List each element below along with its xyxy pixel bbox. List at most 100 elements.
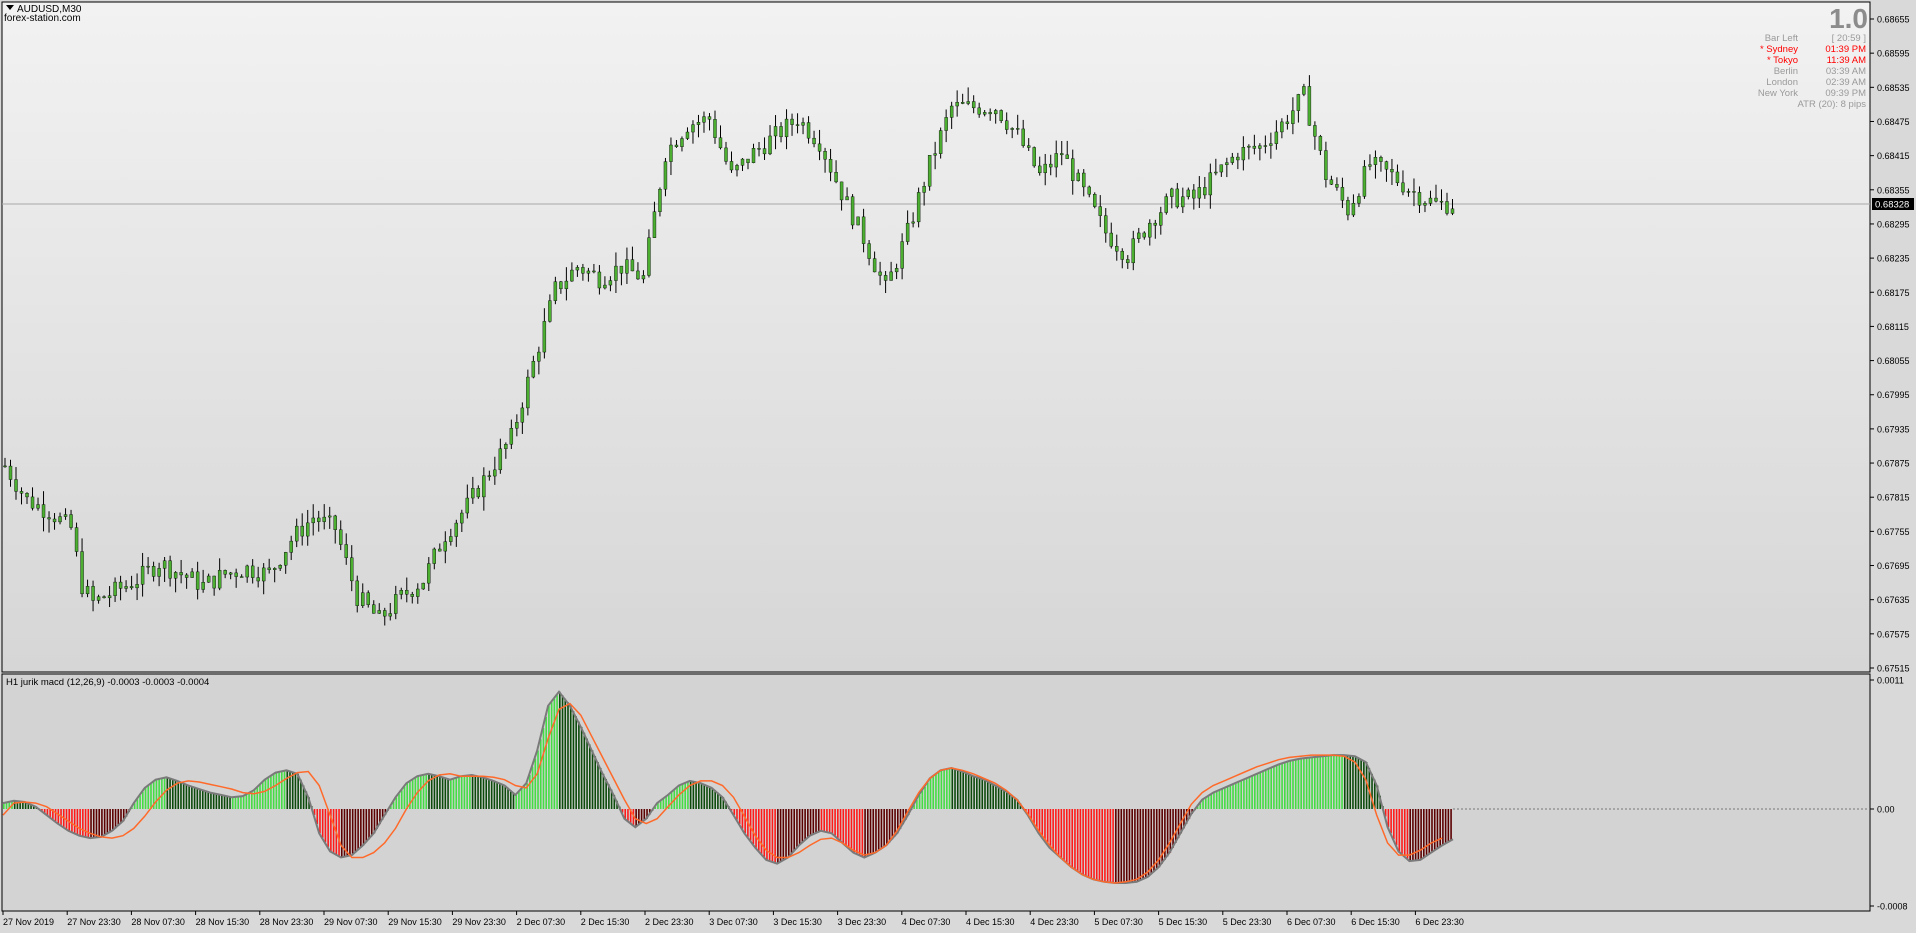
candle-body — [993, 110, 998, 115]
info-row-label: * Sydney — [1759, 44, 1798, 55]
macd-bar — [902, 809, 905, 825]
macd-bar — [1363, 760, 1365, 809]
macd-bar — [1147, 809, 1150, 877]
macd-bar — [1123, 809, 1125, 883]
macd-bar — [1109, 809, 1112, 883]
macd-bar — [1373, 779, 1376, 809]
macd-bar — [820, 809, 823, 831]
candle-body — [162, 560, 167, 569]
macd-bar — [839, 809, 842, 841]
candle-body — [317, 517, 321, 522]
macd-bar — [610, 789, 613, 809]
candle-body — [328, 515, 332, 518]
candle-body — [1126, 259, 1130, 264]
macd-bar — [583, 732, 586, 809]
candle-body — [801, 122, 805, 126]
macd-bar — [490, 779, 493, 809]
macd-bar — [158, 779, 160, 809]
candle-body — [1324, 150, 1328, 180]
candle-body — [746, 158, 750, 163]
macd-bar — [1112, 809, 1114, 883]
macd-bar — [349, 809, 351, 856]
candle-body — [96, 596, 101, 601]
macd-bar — [845, 809, 847, 846]
macd-bar — [798, 809, 801, 846]
time-tick-label: 29 Nov 23:30 — [452, 917, 506, 927]
candle-body — [1357, 196, 1361, 204]
time-tick-label: 28 Nov 15:30 — [196, 917, 250, 927]
macd-bar — [730, 809, 733, 811]
macd-bar — [433, 774, 436, 809]
macd-bar — [635, 809, 637, 828]
candle-body — [1175, 188, 1180, 208]
candle-body — [768, 135, 772, 155]
time-tick-label: 2 Dec 07:30 — [517, 917, 566, 927]
macd-bar — [548, 705, 550, 809]
macd-bar — [954, 768, 956, 809]
macd-bar — [1256, 773, 1259, 809]
candle-body — [339, 529, 343, 545]
macd-bar — [842, 809, 845, 843]
candle-body — [432, 548, 436, 564]
macd-bar — [390, 806, 392, 809]
macd-bar — [916, 799, 918, 809]
candle-body — [922, 186, 926, 193]
dropdown-triangle-icon[interactable] — [6, 5, 14, 10]
macd-bar — [479, 776, 482, 809]
macd-bar — [539, 739, 542, 809]
macd-bar — [1409, 809, 1411, 862]
candle-body — [1302, 86, 1306, 95]
macd-bar — [1177, 809, 1180, 839]
macd-bar — [316, 809, 319, 825]
symbol-title[interactable]: AUDUSD,M30 — [6, 4, 81, 15]
macd-bar — [831, 809, 834, 834]
macd-bar — [725, 801, 727, 809]
macd-bar — [460, 776, 463, 809]
macd-bar — [133, 803, 136, 809]
macd-bar — [834, 809, 836, 836]
macd-bar — [1433, 809, 1436, 851]
macd-bar — [504, 785, 507, 809]
macd-bar — [120, 809, 122, 824]
candle-body — [1291, 110, 1295, 124]
time-tick-label: 27 Nov 23:30 — [67, 917, 121, 927]
macd-bar — [940, 770, 943, 809]
candle-body — [1373, 157, 1378, 165]
macd-bar — [1300, 758, 1302, 809]
candle-body — [261, 567, 266, 582]
site-watermark: forex-station.com — [4, 13, 81, 24]
macd-bar — [777, 809, 779, 864]
macd-bar — [376, 809, 379, 829]
candle-body — [1120, 250, 1124, 260]
macd-bar — [1423, 809, 1425, 859]
candle-body — [1076, 172, 1080, 181]
macd-bar — [499, 783, 501, 809]
macd-bar — [815, 809, 817, 834]
macd-bar — [1136, 809, 1139, 882]
macd-bar — [30, 804, 32, 809]
macd-bar — [392, 801, 395, 809]
macd-bar — [422, 774, 425, 809]
candle-body — [421, 582, 425, 590]
atr-readout: ATR (20): 8 pips — [1797, 99, 1866, 110]
macd-bar — [1196, 806, 1199, 809]
macd-bar — [711, 787, 714, 809]
macd-bar — [1014, 797, 1016, 809]
macd-bar — [698, 782, 700, 809]
macd-bar — [632, 809, 635, 826]
macd-bar — [837, 809, 839, 839]
price-tick-label: 0.68655 — [1877, 15, 1910, 25]
macd-bar — [270, 776, 272, 809]
candle-body — [592, 270, 596, 273]
candle-body — [1225, 162, 1229, 165]
candle-body — [735, 165, 739, 171]
candle-body — [124, 586, 128, 589]
macd-bar — [646, 809, 648, 819]
macd-bar — [1044, 809, 1046, 841]
macd-bar — [981, 778, 984, 809]
indicator-tick-label: -0.0008 — [1877, 902, 1908, 912]
macd-bar — [1142, 809, 1144, 880]
svg-text:0.68328: 0.68328 — [1875, 200, 1909, 211]
time-tick-label: 3 Dec 23:30 — [838, 917, 887, 927]
